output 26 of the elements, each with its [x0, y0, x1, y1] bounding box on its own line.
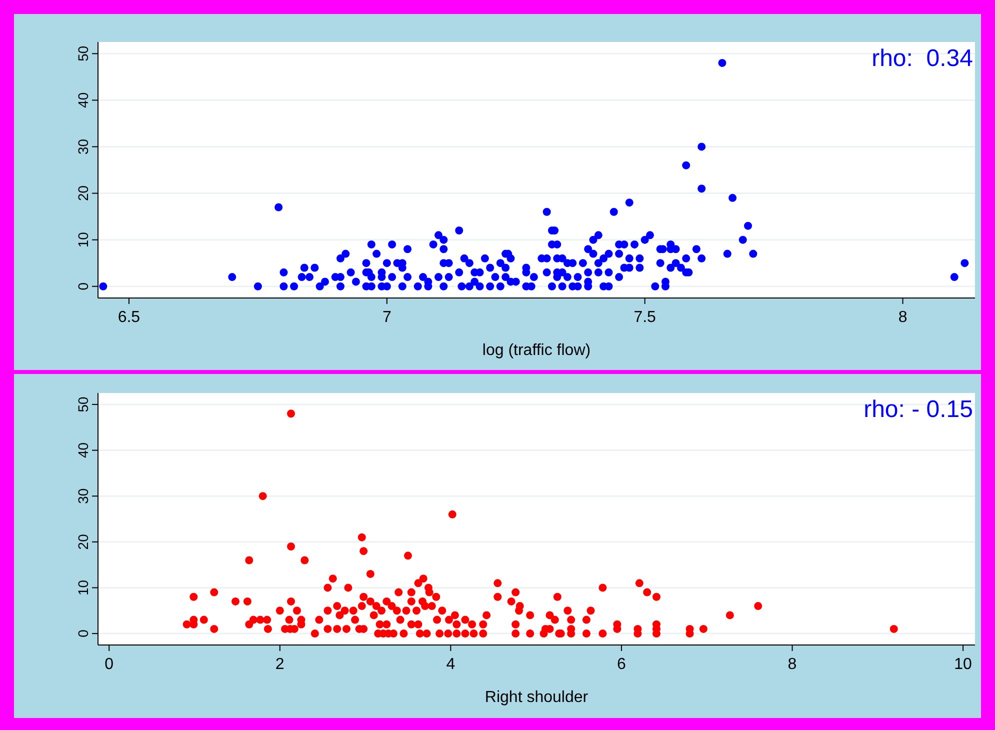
x-tick-label: 0 [104, 656, 114, 673]
x-tick-label: 7 [382, 309, 392, 326]
x-axis-title: log (traffic flow) [482, 342, 591, 359]
x-tick-label: 8 [788, 656, 797, 673]
y-tick-label: 40 [75, 92, 91, 108]
y-tick-label: 20 [75, 534, 91, 550]
x-tick-label: 2 [275, 656, 284, 673]
y-tick-label: 50 [75, 396, 91, 412]
x-tick-label: 8 [898, 309, 908, 326]
x-tick-label: 6 [617, 656, 626, 673]
y-tick-label: 50 [75, 46, 91, 62]
x-tick-label: 7.5 [634, 309, 656, 326]
y-tick-label: 0 [75, 282, 91, 290]
y-tick-label: 30 [75, 138, 91, 155]
x-tick-label: 10 [954, 656, 972, 673]
y-tick-label: 30 [75, 488, 91, 504]
y-tick-label: 40 [75, 442, 91, 458]
y-tick-label: 10 [75, 580, 91, 596]
x-tick-label: 4 [446, 656, 456, 673]
annotation: rho: - 0.15 [864, 396, 973, 423]
x-axis-title: Right shoulder [484, 689, 589, 706]
y-tick-label: 20 [75, 185, 91, 202]
y-tick-label: 0 [75, 629, 91, 638]
annotation: rho: 0.34 [872, 45, 973, 72]
y-tick-label: 10 [75, 232, 91, 248]
x-tick-label: 6.5 [118, 309, 140, 326]
